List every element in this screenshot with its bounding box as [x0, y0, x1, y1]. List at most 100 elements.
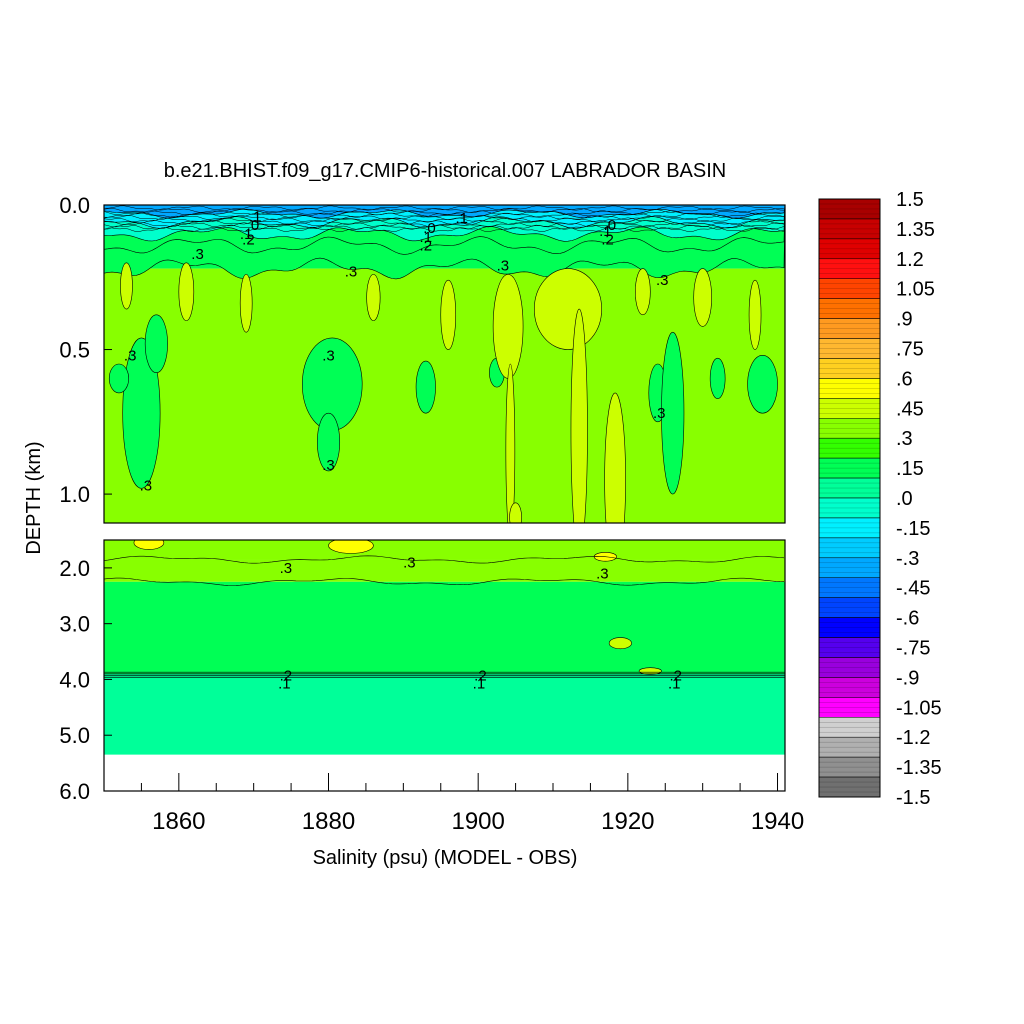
colorbar-label: .15 — [896, 458, 924, 480]
field-feature — [604, 392, 626, 523]
contour-label: .1 — [240, 226, 253, 243]
contour-label: .2 — [280, 668, 293, 685]
contour-label: .1 — [455, 210, 468, 227]
colorbar-label: -1.35 — [896, 757, 942, 779]
field-feature — [635, 268, 651, 316]
contour-label: .1 — [278, 675, 291, 692]
contour-labels-layer: .1.0.1.2.3.0.1.1.2.3.3.0.1.2.3.3.3.3.3.3… — [124, 209, 682, 693]
field-feature — [415, 360, 436, 414]
contour-label: .1 — [599, 223, 612, 240]
colorbar-label: .3 — [896, 428, 913, 450]
colorbar-label: .45 — [896, 398, 924, 420]
field-feature — [570, 308, 588, 523]
no-data-region — [104, 754, 785, 791]
contour-label: .3 — [653, 405, 666, 422]
lower-panel-fill — [104, 540, 785, 791]
contour-label: .3 — [322, 347, 335, 364]
surface-contour — [104, 224, 785, 230]
contour-label: .3 — [191, 246, 204, 263]
x-tick-label: 1880 — [302, 808, 355, 835]
surface-contour — [104, 227, 785, 233]
colorbar-label: -1.5 — [896, 787, 930, 809]
colorbar: 1.5 1.35 1.2 1.05 .9 .75 .6 .45 .3 .15 .0 -.15 -.3 -.… — [818, 189, 942, 809]
field-band — [104, 673, 785, 755]
colorbar-label: -.15 — [896, 518, 930, 540]
field-feature — [748, 279, 762, 350]
surface-contour — [104, 210, 785, 216]
chart-title: b.e21.BHIST.f09_g17.CMIP6-historical.007… — [164, 160, 726, 182]
field-feature — [608, 637, 632, 650]
contour-label: .3 — [140, 477, 153, 494]
colorbar-label: -1.2 — [896, 727, 930, 749]
surface-contour — [104, 212, 785, 218]
field-feature — [328, 540, 374, 554]
contour-label: .1 — [420, 229, 433, 246]
contour-label: .3 — [345, 263, 358, 280]
colorbar-label: .6 — [896, 368, 913, 390]
field-feature — [316, 412, 341, 472]
contour-label: .2 — [601, 232, 614, 249]
colorbar-label: 1.05 — [896, 279, 935, 301]
contour-label: .0 — [247, 217, 260, 234]
contour-label: .3 — [124, 347, 137, 364]
contour-label: .2 — [669, 668, 682, 685]
colorbar-frame — [818, 198, 881, 798]
field-band — [104, 581, 785, 674]
field-feature — [108, 363, 129, 394]
field-feature — [661, 331, 685, 495]
x-tick-label: 1940 — [751, 808, 804, 835]
field-feature — [440, 279, 457, 350]
contour-label: .0 — [604, 217, 617, 234]
field-feature — [534, 268, 602, 350]
y-tick-label: 5.0 — [59, 723, 90, 748]
contour-label: .3 — [656, 272, 669, 289]
y-tick-label: 0.5 — [59, 338, 90, 363]
colorbar-label: -.9 — [896, 667, 919, 689]
y-axis-label: DEPTH (km) — [23, 441, 45, 554]
colorbar-label: .9 — [896, 309, 913, 331]
surface-contour — [104, 217, 785, 223]
contour-line — [104, 577, 785, 586]
panel-frames — [103, 204, 786, 792]
x-tick-label: 1900 — [451, 808, 504, 835]
field-feature — [693, 268, 712, 327]
field-feature — [122, 337, 161, 489]
contour-label: .2 — [242, 232, 255, 249]
surface-contour — [104, 215, 785, 221]
x-tick-label: 1860 — [152, 808, 205, 835]
field-feature — [239, 274, 253, 333]
contour-label: .1 — [668, 675, 681, 692]
colorbar-label: 1.35 — [896, 219, 935, 241]
surface-layer — [104, 205, 785, 219]
field-feature — [133, 540, 165, 550]
contour-label: .1 — [249, 209, 262, 226]
field-feature — [178, 262, 195, 321]
colorbar-label: 1.5 — [896, 189, 924, 211]
colorbar-label: -.3 — [896, 548, 919, 570]
tick-layer: 1860 1880 1900 1920 1940 0.0 0.5 1.0 2.0 3.0 4.0 5.… — [59, 193, 804, 835]
field-feature — [492, 274, 524, 379]
contour-lines-layer — [104, 205, 785, 678]
colorbar-label: -.75 — [896, 638, 930, 660]
colorbar-label: -1.05 — [896, 697, 942, 719]
x-tick-label: 1920 — [601, 808, 654, 835]
field-feature — [709, 357, 726, 399]
surface-contour — [104, 222, 785, 228]
contour-label: .2 — [474, 668, 487, 685]
y-tick-label: 1.0 — [59, 482, 90, 507]
contour-label: .3 — [280, 560, 293, 577]
field-feature — [747, 355, 778, 414]
lower-panel-frame — [103, 539, 786, 792]
colorbar-label: .75 — [896, 339, 924, 361]
colorbar-label: -.6 — [896, 608, 919, 630]
field-band — [104, 559, 785, 582]
field-feature — [638, 667, 662, 675]
field-band — [104, 540, 785, 560]
field-feature — [505, 363, 516, 523]
field-feature — [366, 274, 381, 321]
contour-label: .2 — [420, 237, 433, 254]
colorbar-label: 1.2 — [896, 249, 924, 271]
contour-label: .3 — [403, 554, 416, 571]
y-tick-label: 6.0 — [59, 779, 90, 804]
